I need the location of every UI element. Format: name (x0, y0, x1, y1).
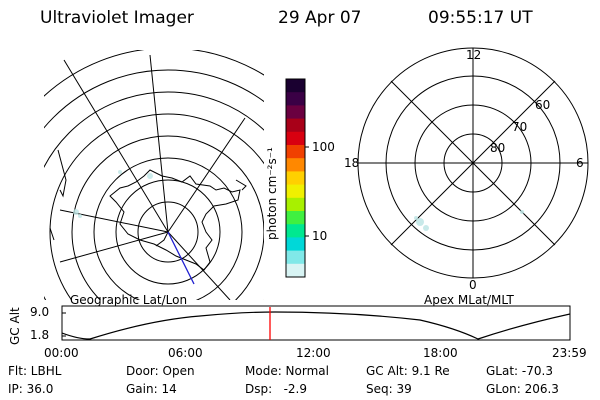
colorbar-band (286, 145, 305, 159)
ip-info: IP: 36.0 (8, 382, 54, 396)
mlt-label-right: 6 (576, 156, 584, 170)
colorbar-band (286, 184, 305, 199)
colorbar-band (286, 224, 305, 238)
alt-xtick-0600: 06:00 (168, 346, 203, 360)
colorbar-band (286, 197, 305, 212)
altitude-ylabel: GC Alt (8, 307, 22, 345)
mlt-label-left: 18 (344, 156, 360, 170)
colorbar (286, 79, 305, 278)
mlt-label-bottom: 0 (469, 278, 477, 292)
colorbar-band (286, 237, 305, 252)
dsp-info: Dsp: -2.9 (245, 382, 308, 396)
observation-date: 29 Apr 07 (278, 8, 362, 28)
colorbar-band (286, 250, 305, 265)
altitude-plot-frame (61, 305, 571, 341)
geographic-caption: Geographic Lat/Lon (70, 293, 188, 307)
colorbar-frame (285, 78, 306, 278)
observation-time: 09:55:17 UT (428, 8, 533, 28)
mlat-label-60: 60 (535, 98, 551, 112)
seq-info: Seq: 39 (366, 382, 412, 396)
alt-xtick-1800: 18:00 (423, 346, 458, 360)
colorbar-tick-label-100: 100 (312, 140, 335, 154)
glon-info: GLon: 206.3 (486, 382, 559, 396)
mlt-label-top: 12 (466, 48, 482, 62)
colorbar-band (286, 79, 305, 93)
colorbar-band (286, 263, 305, 278)
gain-info: Gain: 14 (126, 382, 177, 396)
colorbar-band (286, 105, 305, 120)
alt-xtick-1200: 12:00 (296, 346, 331, 360)
filter-info: Flt: LBHL (8, 364, 62, 378)
instrument-title: Ultraviolet Imager (40, 8, 194, 28)
colorbar-tick-label-10: 10 (312, 229, 328, 243)
colorbar-band (286, 158, 305, 172)
colorbar-band (286, 211, 305, 225)
mlat-label-70: 70 (512, 120, 528, 134)
glat-info: GLat: -70.3 (486, 364, 553, 378)
door-info: Door: Open (126, 364, 195, 378)
magnetic-polar-plot (357, 47, 589, 279)
alt-xtick-0000: 00:00 (44, 346, 79, 360)
colorbar-band (286, 118, 305, 133)
geographic-map (44, 50, 264, 300)
colorbar-unit-label: photon cm⁻²s⁻¹ (265, 147, 279, 240)
mode-info: Mode: Normal (245, 364, 329, 378)
alt-ytick-label-9: 9.0 (30, 305, 50, 319)
gc-alt-info: GC Alt: 9.1 Re (366, 364, 450, 378)
alt-ytick-label-1-8: 1.8 (30, 328, 50, 342)
emission-patches-right (414, 210, 524, 231)
emission-patches-left (73, 170, 153, 218)
mlat-label-80: 80 (490, 141, 506, 155)
apex-caption: Apex MLat/MLT (424, 293, 514, 307)
colorbar-band (286, 131, 305, 146)
alt-xtick-2359: 23:59 (552, 346, 587, 360)
satellite-track-line (167, 231, 195, 285)
colorbar-band (286, 92, 305, 106)
colorbar-band (286, 171, 305, 186)
altitude-curve (62, 311, 570, 340)
